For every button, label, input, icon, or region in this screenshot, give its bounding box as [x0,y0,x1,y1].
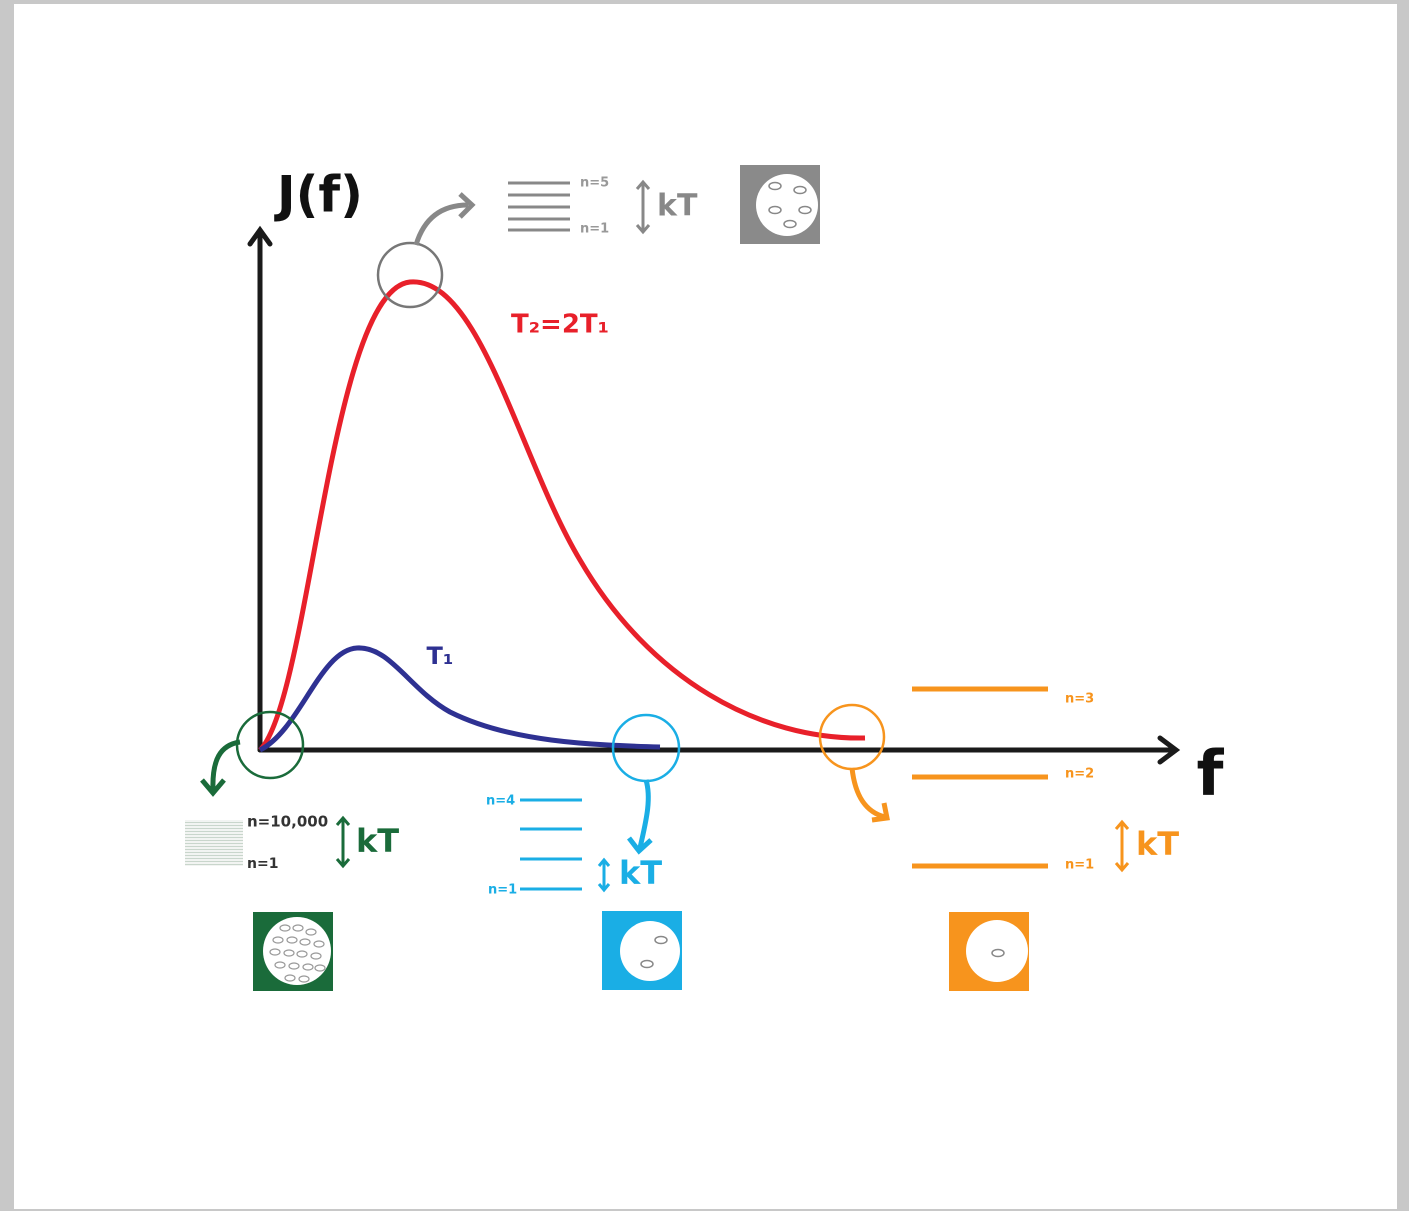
level-label: n=1 [488,883,517,898]
level-label: n=5 [580,176,609,191]
page: J(f) f T₂=2T₁ T₁ n=5 n=1 kT n=10,000 [0,0,1409,1211]
orange-inset-circle [966,920,1028,982]
blue-inset-circle [620,921,680,981]
curve-label: T₂=2T₁ [511,310,609,340]
kt-label: kT [1136,825,1179,863]
level-label: n=1 [580,222,609,237]
y-axis-label: J(f) [274,166,363,224]
level-label: n=10,000 [247,813,328,831]
kt-label: kT [619,854,662,892]
diagram: J(f) f T₂=2T₁ T₁ n=5 n=1 kT n=10,000 [0,0,1409,1211]
level-label: n=1 [1065,858,1094,873]
kt-label: kT [356,822,399,860]
x-axis-label: f [1197,737,1225,810]
level-label: n=4 [486,794,515,809]
green-inset-circle [263,917,331,985]
kt-label: kT [657,189,698,224]
paper [14,4,1397,1209]
level-label: n=2 [1065,767,1094,782]
green-inset-rect [185,820,243,866]
level-label: n=1 [247,856,278,872]
level-label: n=3 [1065,692,1094,707]
curve-label: T₁ [427,642,454,670]
